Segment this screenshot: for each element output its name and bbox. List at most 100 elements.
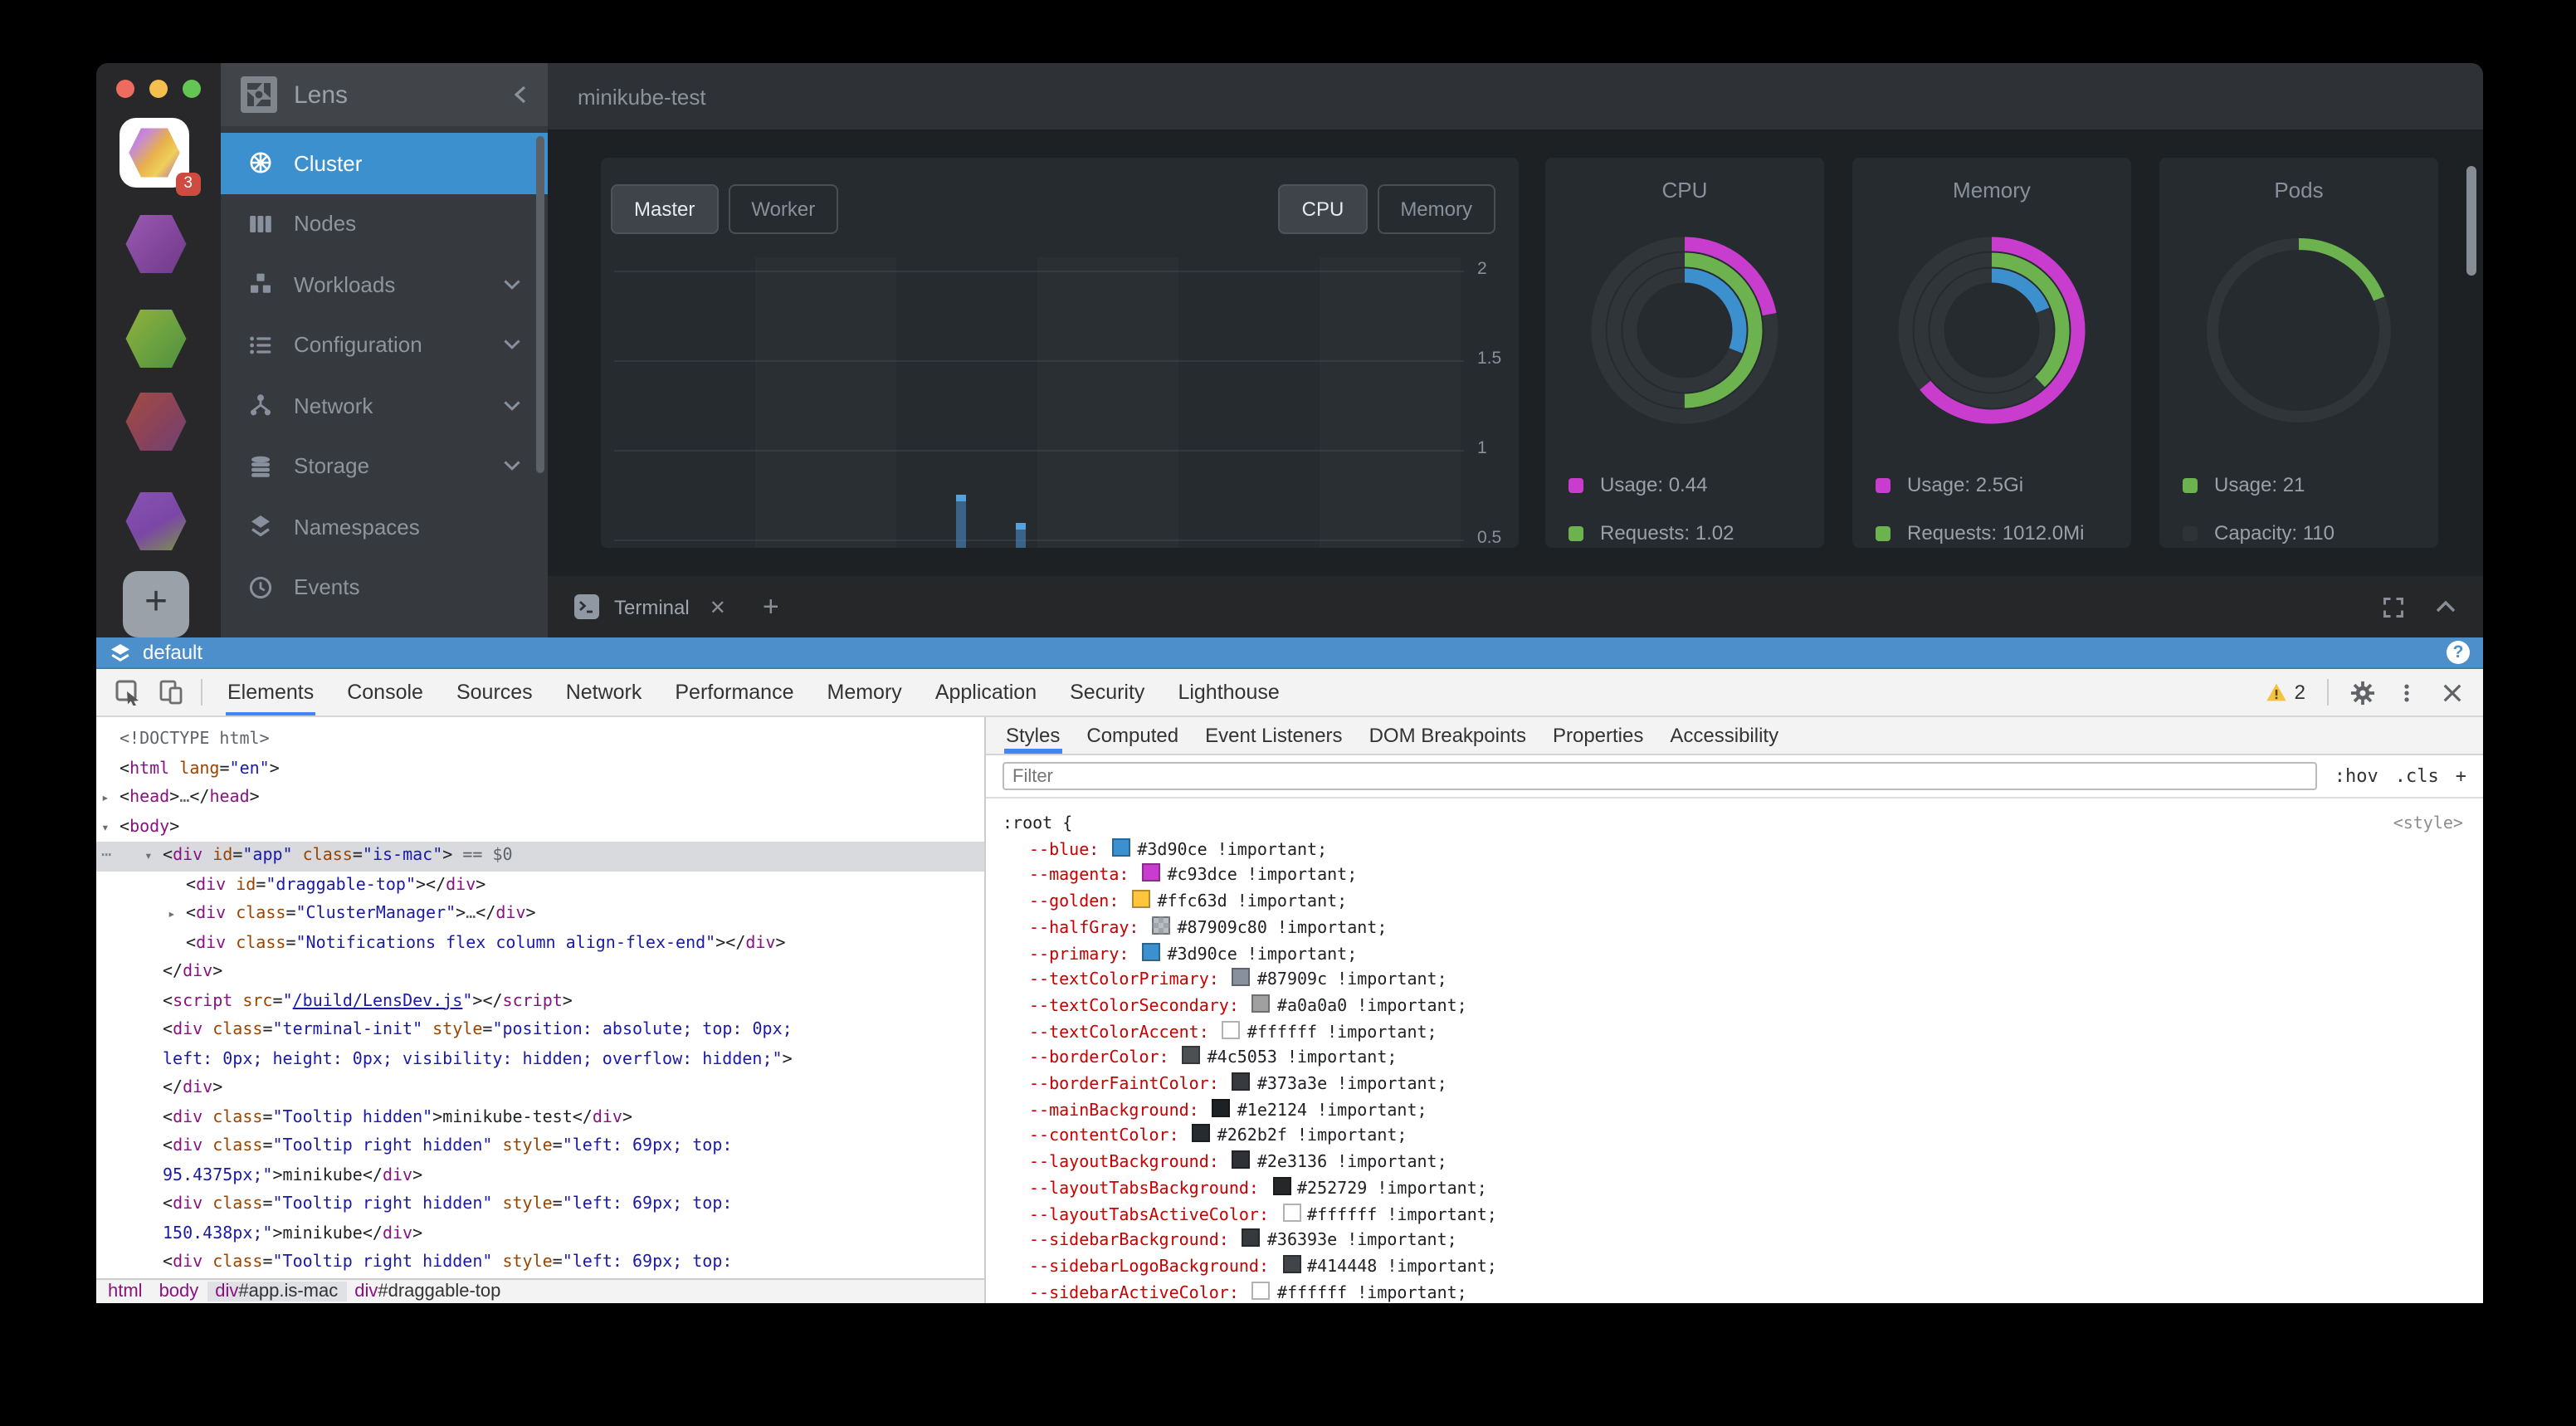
css-property[interactable]: --mainBackground: #1e2124 !important;	[1003, 1098, 2483, 1124]
css-property[interactable]: --layoutTabsActiveColor: #ffffff !import…	[1003, 1203, 2483, 1228]
cluster-tile-active[interactable]: 3	[120, 118, 201, 196]
sidebar-item-network[interactable]: Network	[221, 375, 548, 436]
expand-arrow-icon[interactable]: ▾	[101, 819, 110, 834]
sidebar-item-configuration[interactable]: Configuration	[221, 315, 548, 375]
node-toggle-worker[interactable]: Worker	[728, 184, 839, 234]
css-property[interactable]: --magenta: #c93dce !important;	[1003, 863, 2483, 890]
css-property[interactable]: --textColorPrimary: #87909c !important;	[1003, 968, 2483, 994]
color-swatch[interactable]	[1212, 1098, 1231, 1117]
new-style-rule-button[interactable]: +	[2455, 765, 2466, 787]
color-swatch[interactable]	[1132, 890, 1151, 909]
namespace-label[interactable]: default	[143, 641, 203, 664]
css-property[interactable]: --layoutBackground: #2e3136 !important;	[1003, 1150, 2483, 1176]
devtools-tab-application[interactable]: Application	[934, 681, 1037, 704]
breadcrumb-item[interactable]: body	[159, 1282, 199, 1301]
cluster-tile[interactable]	[125, 492, 187, 550]
color-swatch[interactable]	[1112, 838, 1131, 857]
color-swatch[interactable]	[1182, 1046, 1201, 1065]
dom-node[interactable]: <html lang="en">	[96, 755, 984, 784]
styles-tab-styles[interactable]: Styles	[993, 718, 1073, 753]
styles-tab-computed[interactable]: Computed	[1086, 723, 1179, 746]
color-swatch[interactable]	[1242, 1228, 1261, 1248]
cluster-tile[interactable]	[125, 215, 187, 273]
sidebar-item-events[interactable]: Events	[221, 557, 548, 618]
cluster-tile[interactable]	[125, 393, 187, 451]
dom-node[interactable]: <div class="Notifications flex column al…	[96, 929, 984, 958]
css-property[interactable]: --sidebarBackground: #36393e !important;	[1003, 1228, 2483, 1255]
sidebar-item-cluster[interactable]: Cluster	[221, 133, 548, 193]
close-terminal-icon[interactable]: ✕	[709, 595, 726, 618]
color-swatch[interactable]	[1152, 916, 1171, 935]
zoom-window-button[interactable]	[183, 80, 201, 98]
dom-node[interactable]: left: 0px; height: 0px; visibility: hidd…	[96, 1045, 984, 1074]
css-property[interactable]: --blue: #3d90ce !important;	[1003, 838, 2483, 863]
css-property[interactable]: --golden: #ffc63d !important;	[1003, 890, 2483, 916]
more-actions-icon[interactable]: ⋯	[101, 847, 112, 865]
minimize-window-button[interactable]	[149, 80, 168, 98]
dom-node[interactable]: <script src="/build/LensDev.js"></script…	[96, 987, 984, 1016]
css-property[interactable]: --primary: #3d90ce !important;	[1003, 942, 2483, 968]
dom-node[interactable]: <div class="Tooltip right hidden" style=…	[96, 1248, 984, 1277]
sidebar-item-storage[interactable]: Storage	[221, 436, 548, 496]
breadcrumb-item[interactable]: div#app.is-mac	[207, 1282, 347, 1301]
dom-node[interactable]: 150.438px;">minikube</div>	[96, 1219, 984, 1248]
color-swatch[interactable]	[1251, 994, 1271, 1013]
kebab-menu-icon[interactable]	[2388, 680, 2425, 705]
color-swatch[interactable]	[1251, 1281, 1271, 1300]
css-property[interactable]: --contentColor: #262b2f !important;	[1003, 1124, 2483, 1150]
close-devtools-icon[interactable]	[2432, 681, 2473, 703]
styles-tab-accessibility[interactable]: Accessibility	[1670, 723, 1779, 746]
dom-tree[interactable]: <!DOCTYPE html> <html lang="en"> ▸ <head>…<…	[96, 717, 984, 1278]
styles-tab-event-listeners[interactable]: Event Listeners	[1205, 723, 1343, 746]
toggle-hover-state-button[interactable]: :hov	[2334, 765, 2378, 787]
collapse-sidebar-icon[interactable]	[513, 85, 528, 105]
add-cluster-button[interactable]: +	[123, 571, 189, 637]
cluster-tile[interactable]	[125, 310, 187, 368]
dom-node[interactable]: <div class="Tooltip hidden">minikube-tes…	[96, 1103, 984, 1132]
color-swatch[interactable]	[1272, 1176, 1290, 1195]
sidebar-item-nodes[interactable]: Nodes	[221, 193, 548, 254]
styles-tab-dom-breakpoints[interactable]: DOM Breakpoints	[1368, 723, 1526, 746]
css-property[interactable]: --textColorAccent: #ffffff !important;	[1003, 1020, 2483, 1046]
color-swatch[interactable]	[1142, 942, 1161, 961]
collapse-terminal-icon[interactable]	[2435, 599, 2456, 614]
devtools-tab-sources[interactable]: Sources	[456, 681, 533, 704]
css-property[interactable]: --borderColor: #4c5053 !important;	[1003, 1046, 2483, 1072]
css-property[interactable]: --halfGray: #87909c80 !important;	[1003, 916, 2483, 942]
css-property[interactable]: --sidebarLogoBackground: #414448 !import…	[1003, 1254, 2483, 1281]
devtools-tab-elements[interactable]: Elements	[211, 669, 330, 715]
expand-arrow-icon[interactable]: ▸	[101, 790, 110, 805]
help-icon[interactable]: ?	[2447, 641, 2470, 664]
close-window-button[interactable]	[116, 80, 134, 98]
device-toolbar-icon[interactable]	[149, 679, 193, 706]
color-swatch[interactable]	[1222, 1020, 1241, 1039]
expand-arrow-icon[interactable]: ▾	[144, 848, 153, 863]
css-property[interactable]: --textColorSecondary: #a0a0a0 !important…	[1003, 994, 2483, 1020]
dom-node[interactable]: <div id="draggable-top"></div>	[96, 871, 984, 900]
dom-node[interactable]: <div class="Tooltip right hidden" style=…	[96, 1132, 984, 1161]
expand-arrow-icon[interactable]: ▸	[168, 906, 176, 921]
devtools-tab-performance[interactable]: Performance	[675, 681, 794, 704]
devtools-tab-lighthouse[interactable]: Lighthouse	[1178, 681, 1280, 704]
styles-filter-input[interactable]	[1003, 762, 2318, 790]
sidebar-scrollbar[interactable]	[536, 136, 544, 473]
color-swatch[interactable]	[1282, 1203, 1301, 1222]
metric-toggle-cpu[interactable]: CPU	[1278, 184, 1368, 234]
fullscreen-icon[interactable]	[2382, 595, 2405, 618]
color-swatch[interactable]	[1232, 968, 1251, 987]
metric-toggle-memory[interactable]: Memory	[1377, 184, 1495, 234]
color-swatch[interactable]	[1282, 1254, 1301, 1273]
devtools-tab-memory[interactable]: Memory	[827, 681, 902, 704]
dom-node[interactable]: </div>	[96, 958, 984, 987]
devtools-tab-security[interactable]: Security	[1070, 681, 1145, 704]
breadcrumb-item[interactable]: html	[108, 1282, 143, 1301]
dom-node[interactable]: <!DOCTYPE html>	[96, 725, 984, 755]
warnings-badge[interactable]: 2	[2260, 681, 2312, 704]
devtools-tab-console[interactable]: Console	[347, 681, 423, 704]
css-property[interactable]: --layoutTabsBackground: #252729 !importa…	[1003, 1176, 2483, 1203]
sidebar-item-workloads[interactable]: Workloads	[221, 254, 548, 315]
terminal-tab[interactable]: Terminal	[614, 595, 690, 618]
dom-node[interactable]: 95.4375px;">minikube</div>	[96, 1161, 984, 1190]
dom-node[interactable]: ▸ <div class="ClusterManager">…</div>	[96, 900, 984, 929]
styles-tab-properties[interactable]: Properties	[1552, 723, 1644, 746]
